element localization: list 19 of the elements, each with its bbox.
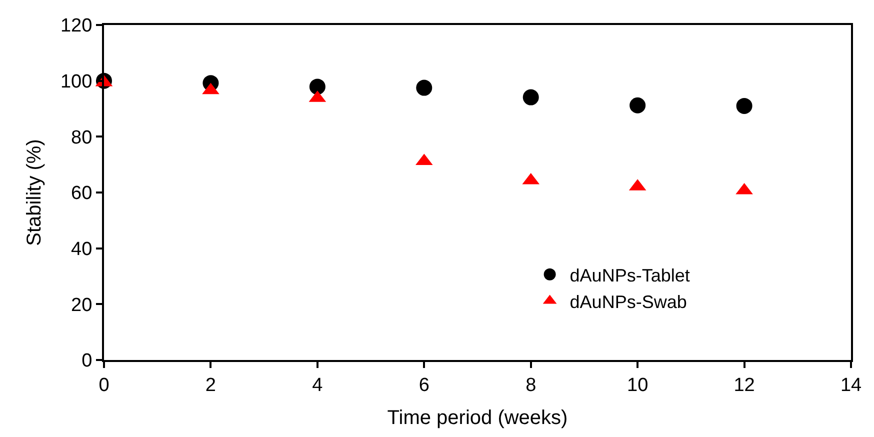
y-tick-label: 40 (71, 238, 92, 260)
y-tick-label: 60 (71, 183, 92, 204)
y-tick-label: 0 (82, 350, 92, 372)
y-tick-label: 100 (60, 71, 92, 92)
x-axis-title: Time period (weeks) (387, 406, 568, 429)
y-tick-label: 20 (71, 294, 92, 316)
y-axis-title: Stability (%) (23, 139, 46, 246)
y-tick-label: 120 (60, 16, 92, 37)
legend-label: dAuNPs-Swab (570, 292, 687, 312)
x-tick-label: 0 (98, 374, 110, 396)
y-tick-label: 80 (71, 127, 92, 148)
x-tick-label: 2 (205, 374, 216, 396)
x-tick-label: 14 (840, 374, 862, 396)
x-tick-label: 4 (312, 374, 324, 396)
legend-label: dAuNPs-Tablet (570, 265, 690, 286)
x-tick-label: 8 (526, 374, 536, 396)
x-tick-label: 10 (627, 374, 648, 396)
x-tick-label: 12 (734, 374, 755, 396)
x-tick-label: 6 (418, 374, 430, 396)
